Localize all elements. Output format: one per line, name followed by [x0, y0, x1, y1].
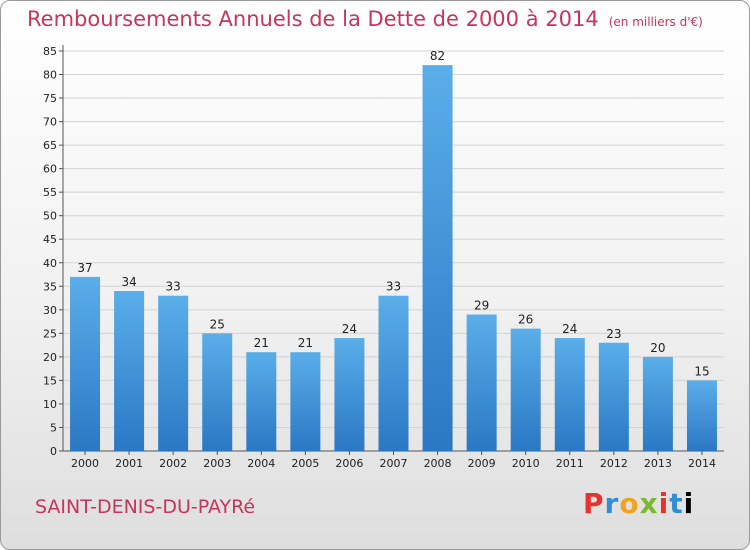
x-tick-label: 2009: [468, 457, 496, 470]
bar: [202, 333, 233, 451]
x-tick-label: 2005: [291, 457, 319, 470]
y-tick-label: 60: [43, 163, 57, 176]
y-tick-label: 30: [43, 304, 57, 317]
bar: [466, 314, 497, 451]
bar-value-label: 15: [694, 364, 709, 378]
x-tick-label: 2013: [644, 457, 672, 470]
y-tick-label: 0: [50, 445, 57, 458]
y-tick-label: 40: [43, 257, 57, 270]
chart-title-text: Remboursements Annuels de la Dette de 20…: [27, 7, 599, 31]
bar: [378, 295, 409, 451]
bar: [114, 291, 145, 451]
bar: [554, 338, 585, 451]
y-tick-label: 45: [43, 233, 57, 246]
bar-value-label: 21: [254, 336, 269, 350]
x-tick-label: 2010: [512, 457, 540, 470]
y-tick-label: 65: [43, 139, 57, 152]
x-tick-label: 2012: [600, 457, 628, 470]
x-tick-label: 2003: [203, 457, 231, 470]
y-tick-label: 5: [50, 421, 57, 434]
y-tick-label: 20: [43, 351, 57, 364]
x-tick-label: 2000: [71, 457, 99, 470]
bars: 37 34 33 25 21 21 24 33 82 29 26 24 23 20 15: [70, 49, 717, 451]
bar: [422, 65, 453, 451]
x-tick-label: 2001: [115, 457, 143, 470]
y-tick-label: 80: [43, 69, 57, 82]
x-tick-label: 2006: [335, 457, 363, 470]
bar-value-label: 25: [210, 317, 225, 331]
bar-value-label: 34: [121, 275, 136, 289]
chart-title: Remboursements Annuels de la Dette de 20…: [27, 7, 703, 31]
bar-value-label: 24: [342, 322, 357, 336]
x-tick-label: 2014: [688, 457, 716, 470]
bar-value-label: 24: [562, 322, 577, 336]
bar-value-label: 37: [77, 261, 92, 275]
bar-value-label: 82: [430, 49, 445, 63]
y-tick-label: 10: [43, 398, 57, 411]
bar: [686, 380, 717, 451]
x-tick-label: 2004: [247, 457, 275, 470]
bar: [158, 295, 189, 451]
bar-value-label: 33: [386, 280, 401, 294]
bar: [510, 328, 541, 451]
commune-name: SAINT-DENIS-DU-PAYRé: [35, 496, 256, 518]
y-tick-label: 70: [43, 116, 57, 129]
y-tick-label: 50: [43, 210, 57, 223]
y-tick-label: 75: [43, 92, 57, 105]
x-tick-label: 2011: [556, 457, 584, 470]
y-tick-label: 35: [43, 280, 57, 293]
bar: [70, 276, 101, 451]
chart-unit: (en milliers d'€): [608, 15, 703, 29]
y-tick-label: 55: [43, 186, 57, 199]
x-tick-label: 2007: [380, 457, 408, 470]
bar: [334, 338, 365, 451]
bar: [642, 356, 673, 451]
proxiti-logo: Proxiti: [583, 487, 695, 520]
bar-value-label: 21: [298, 336, 313, 350]
bar: [246, 352, 277, 451]
bar-value-label: 33: [166, 280, 181, 294]
bar-value-label: 20: [650, 341, 665, 355]
bar-value-label: 23: [606, 327, 621, 341]
bar: [290, 352, 321, 451]
x-tick-label: 2002: [159, 457, 187, 470]
x-tick-label: 2008: [424, 457, 452, 470]
y-tick-label: 25: [43, 327, 57, 340]
bar-value-label: 29: [474, 299, 489, 313]
y-tick-label: 85: [43, 45, 57, 58]
bar-value-label: 26: [518, 313, 533, 327]
y-tick-label: 15: [43, 374, 57, 387]
bar: [598, 342, 629, 451]
